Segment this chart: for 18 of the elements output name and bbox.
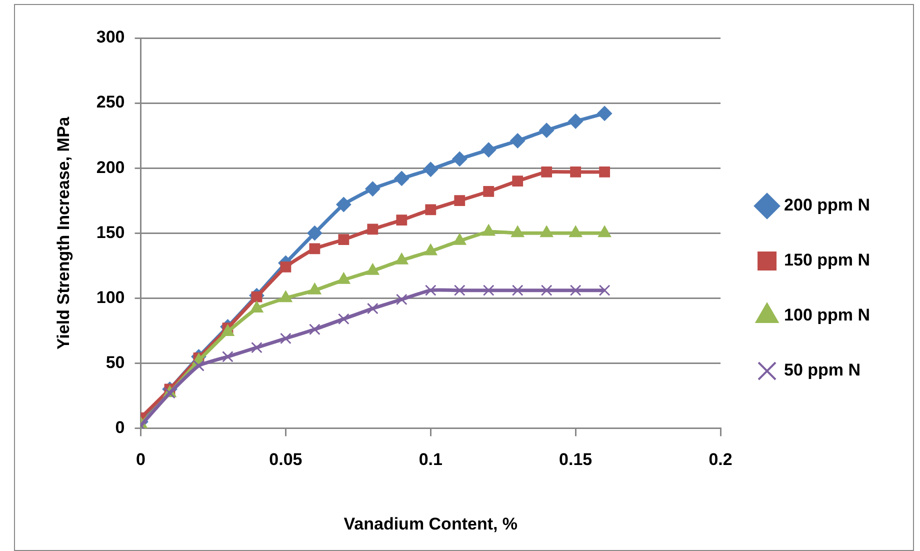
x-axis-title: Vanadium Content, % [344,514,518,534]
legend-label: 100 ppm N [784,306,870,325]
x-tick-label: 0 [136,450,146,470]
y-tick-label: 300 [96,28,125,47]
x-tick-label: 0.1 [418,450,442,470]
y-tick-label: 250 [96,92,125,112]
legend-label: 50 ppm N [784,360,861,380]
x-tick-label: 0.2 [708,450,732,470]
x-tick-label: 0.05 [269,450,302,470]
legend-label: 200 ppm N [784,196,870,215]
legend-label: 150 ppm N [784,250,870,270]
x-tick-label: 0.15 [559,450,592,470]
y-tick-label: 0 [115,418,125,437]
y-tick-label: 100 [96,288,125,307]
y-axis-title: Yield Strength Increase, MPa [54,116,73,350]
y-tick-label: 200 [96,158,125,177]
y-tick-label: 150 [96,222,125,242]
y-tick-label: 50 [106,352,125,372]
